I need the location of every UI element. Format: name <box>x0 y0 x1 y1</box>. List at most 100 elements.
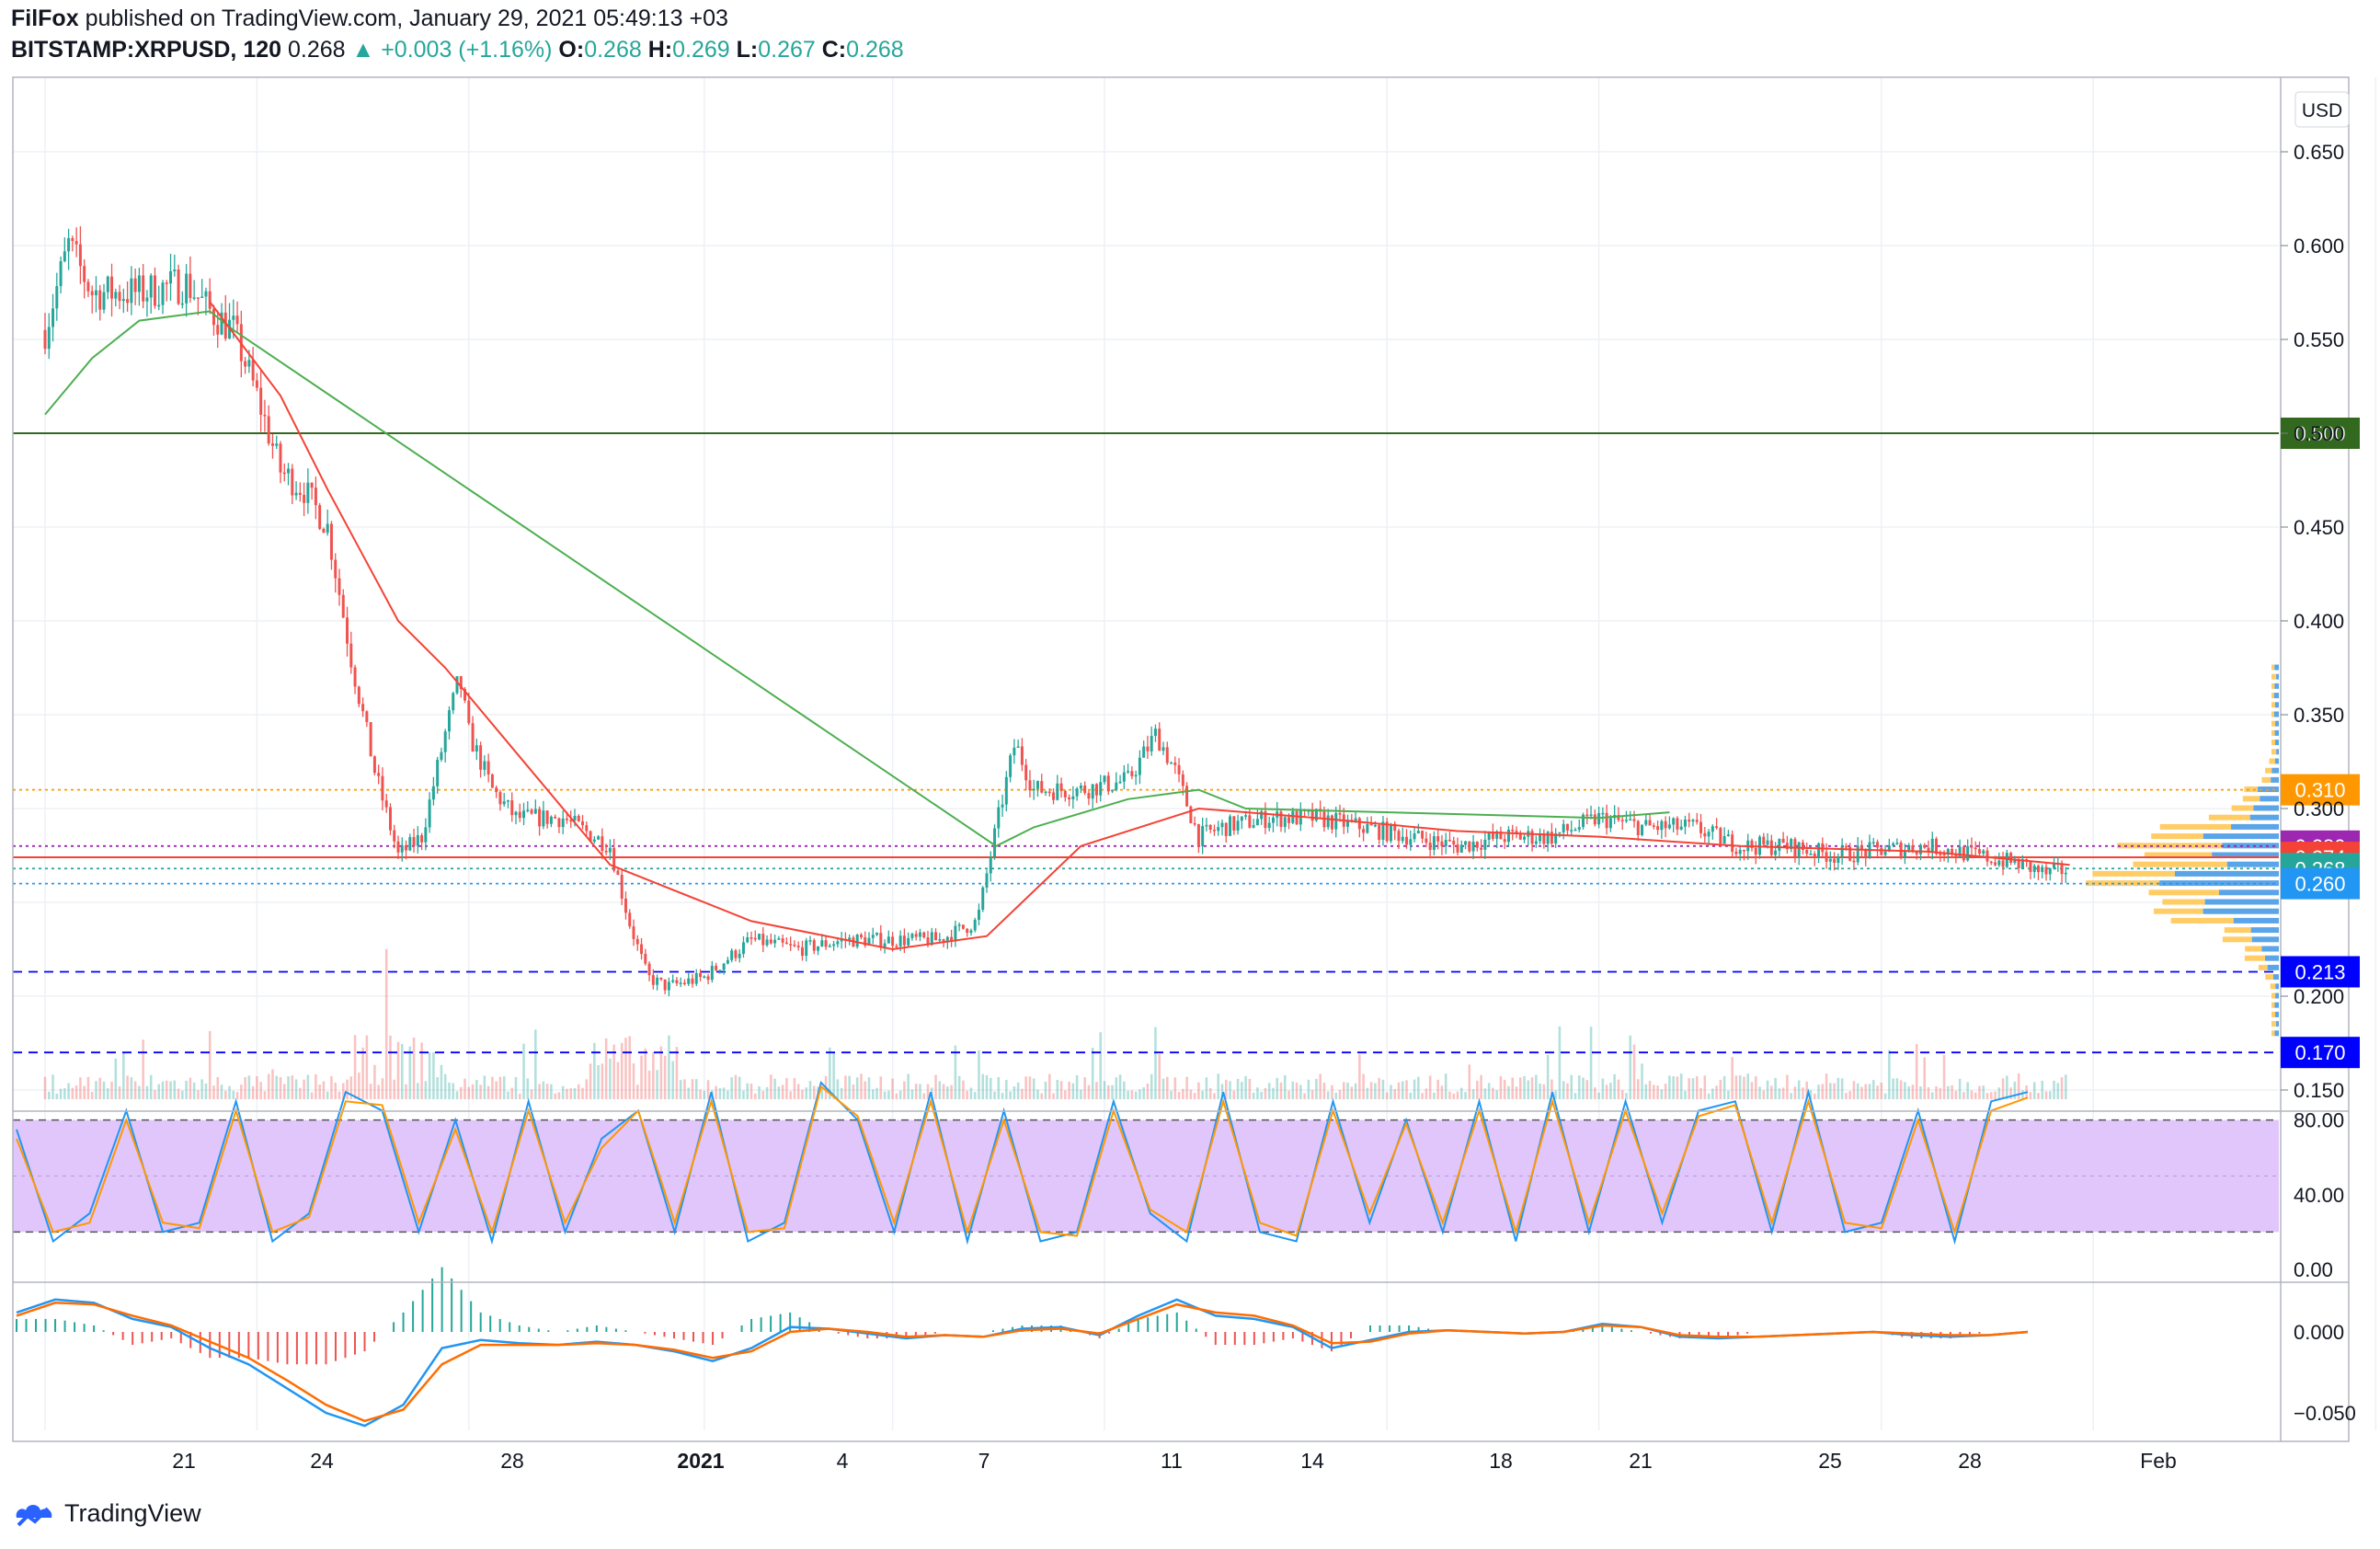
volume-bar <box>232 1090 235 1099</box>
volume-bar <box>1962 1092 1965 1099</box>
volume-bar <box>432 1052 435 1099</box>
candle-body <box>2064 872 2067 875</box>
volume-profile-up <box>2222 936 2252 943</box>
candle-body <box>635 938 639 945</box>
candle-body <box>1656 826 1660 831</box>
level-label: 0.170 <box>2294 1041 2345 1064</box>
candle-body <box>628 912 632 927</box>
volume-bar <box>1813 1093 1816 1099</box>
price-axis[interactable]: 0.5000.3100.2800.2740.2680.2600.2130.170… <box>2281 141 2360 1425</box>
candle-body <box>220 312 223 335</box>
candle-body <box>157 304 161 307</box>
candle-body <box>969 930 973 934</box>
author-name[interactable]: FilFox <box>11 6 79 31</box>
tradingview-logo[interactable]: TradingView <box>13 1497 201 1529</box>
candle-body <box>761 934 765 946</box>
candle-body <box>1357 818 1361 830</box>
currency-label: USD <box>2302 100 2342 121</box>
candle-body <box>196 297 200 299</box>
volume-bar <box>1707 1093 1711 1099</box>
currency-button[interactable]: USD <box>2294 91 2350 128</box>
volume-bar <box>1585 1080 1589 1099</box>
candle-body <box>1040 781 1044 793</box>
volume-bar <box>1241 1082 1243 1099</box>
volume-bar <box>640 1055 643 1099</box>
volume-bar <box>122 1051 125 1099</box>
volume-bar <box>542 1081 545 1099</box>
volume-bar <box>718 1088 722 1099</box>
candle-body <box>318 505 322 529</box>
volume-bar <box>2001 1078 2005 1099</box>
volume-bar <box>263 1091 267 1099</box>
candle-body <box>836 941 840 945</box>
volume-bar <box>1664 1084 1667 1099</box>
time-axis-label: 24 <box>310 1449 334 1473</box>
axis-tick-label: 0.400 <box>2294 610 2344 633</box>
volume-profile-down <box>2233 917 2279 924</box>
candle-body <box>208 291 212 309</box>
candle-body <box>126 299 130 304</box>
volume-bar <box>836 1079 840 1099</box>
candle-body <box>1099 782 1103 796</box>
volume-bar <box>1883 1093 1887 1099</box>
candle-body <box>1161 747 1165 752</box>
volume-bar <box>1052 1093 1055 1099</box>
volume-bar <box>43 1076 47 1099</box>
volume-bar <box>652 1051 655 1099</box>
candle-body <box>1876 842 1880 848</box>
candle-body <box>263 414 267 417</box>
volume-bar <box>1213 1093 1216 1099</box>
volume-bar <box>1970 1090 1974 1099</box>
published-text: published on TradingView.com, January 29… <box>85 6 728 31</box>
candle-body <box>1185 786 1189 807</box>
candle-body <box>1774 850 1778 855</box>
volume-bar <box>1287 1090 1290 1099</box>
volume-bar <box>969 1087 973 1099</box>
candle-body <box>1809 854 1813 855</box>
volume-bar <box>440 1064 443 1099</box>
volume-bar <box>1597 1092 1600 1099</box>
candle-body <box>459 676 463 690</box>
volume-bar <box>919 1084 921 1099</box>
candle-body <box>1585 814 1589 817</box>
volume-bar <box>781 1084 784 1099</box>
candle-body <box>1899 843 1903 857</box>
candle-body <box>526 809 530 811</box>
level-label: 0.213 <box>2294 960 2345 983</box>
volume-bar <box>1679 1073 1683 1099</box>
candle-body <box>177 270 180 304</box>
volume-bar <box>303 1079 305 1099</box>
time-axis[interactable]: 21 24 28 2021 4 7 11 14 18 21 25 28 Feb <box>172 1449 2177 1473</box>
candle-body <box>361 704 365 712</box>
candle-body <box>1456 844 1459 853</box>
volume-bar <box>730 1077 733 1099</box>
high-value: 0.269 <box>672 37 730 63</box>
candle-body <box>840 938 843 942</box>
volume-bar <box>1954 1090 1958 1099</box>
candle-body <box>267 416 270 444</box>
open-value: 0.268 <box>584 37 642 63</box>
candle-body <box>715 965 718 970</box>
candle-body <box>173 270 177 271</box>
volume-profile-up <box>2148 889 2219 896</box>
candle-body <box>1267 822 1271 829</box>
candle-body <box>1880 847 1883 855</box>
candle-body <box>1711 826 1714 832</box>
candle-body <box>2060 863 2064 875</box>
candle-body <box>169 270 173 284</box>
candle-body <box>1134 774 1138 777</box>
candle-body <box>867 937 871 946</box>
volume-bar <box>256 1076 258 1099</box>
volume-bar <box>1766 1080 1769 1099</box>
candle-body <box>1366 823 1369 833</box>
volume-profile-down <box>2231 823 2279 830</box>
volume-profile-up <box>2151 833 2203 840</box>
volume-bar <box>1417 1076 1420 1099</box>
candle-body <box>1989 861 1993 864</box>
volume-bar <box>412 1037 416 1099</box>
candle-body <box>329 523 333 560</box>
volume-bar <box>1083 1077 1086 1099</box>
candle-body <box>1059 783 1063 791</box>
volume-bar <box>1511 1077 1515 1099</box>
